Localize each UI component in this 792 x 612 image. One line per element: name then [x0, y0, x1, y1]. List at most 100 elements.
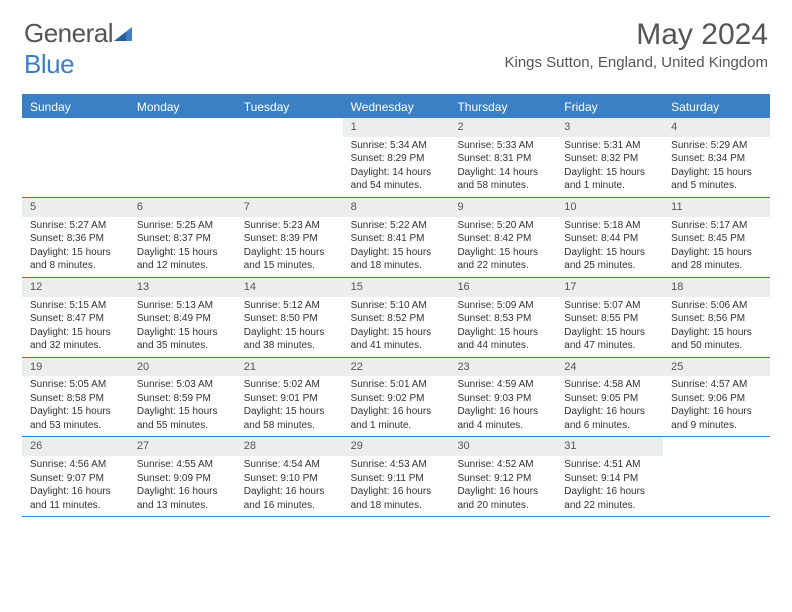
sunrise-text: Sunrise: 5:10 AM — [351, 299, 442, 313]
day-cell: 7Sunrise: 5:23 AMSunset: 8:39 PMDaylight… — [236, 198, 343, 277]
sunset-text: Sunset: 9:12 PM — [457, 472, 548, 486]
sunset-text: Sunset: 8:31 PM — [457, 152, 548, 166]
day-body — [236, 134, 343, 140]
day-body: Sunrise: 4:54 AMSunset: 9:10 PMDaylight:… — [236, 456, 343, 516]
daylight-text: Daylight: 16 hours and 1 minute. — [351, 405, 442, 432]
daylight-text: Daylight: 15 hours and 25 minutes. — [564, 246, 655, 273]
sunset-text: Sunset: 8:44 PM — [564, 232, 655, 246]
sunset-text: Sunset: 9:10 PM — [244, 472, 335, 486]
day-number — [236, 118, 343, 134]
day-cell: 18Sunrise: 5:06 AMSunset: 8:56 PMDayligh… — [663, 278, 770, 357]
sunrise-text: Sunrise: 5:18 AM — [564, 219, 655, 233]
sunrise-text: Sunrise: 5:17 AM — [671, 219, 762, 233]
day-cell: 8Sunrise: 5:22 AMSunset: 8:41 PMDaylight… — [343, 198, 450, 277]
day-body: Sunrise: 5:10 AMSunset: 8:52 PMDaylight:… — [343, 297, 450, 357]
daylight-text: Daylight: 15 hours and 8 minutes. — [30, 246, 121, 273]
day-number: 14 — [236, 278, 343, 297]
sunrise-text: Sunrise: 5:25 AM — [137, 219, 228, 233]
sunrise-text: Sunrise: 5:12 AM — [244, 299, 335, 313]
day-cell: 23Sunrise: 4:59 AMSunset: 9:03 PMDayligh… — [449, 358, 556, 437]
daylight-text: Daylight: 16 hours and 18 minutes. — [351, 485, 442, 512]
sunset-text: Sunset: 8:34 PM — [671, 152, 762, 166]
day-number: 6 — [129, 198, 236, 217]
logo-part1: General — [24, 18, 113, 48]
sunrise-text: Sunrise: 5:33 AM — [457, 139, 548, 153]
week-row: 5Sunrise: 5:27 AMSunset: 8:36 PMDaylight… — [22, 198, 770, 278]
day-cell: 15Sunrise: 5:10 AMSunset: 8:52 PMDayligh… — [343, 278, 450, 357]
day-body: Sunrise: 4:58 AMSunset: 9:05 PMDaylight:… — [556, 376, 663, 436]
day-name-mon: Monday — [129, 96, 236, 118]
daylight-text: Daylight: 16 hours and 22 minutes. — [564, 485, 655, 512]
sunset-text: Sunset: 9:11 PM — [351, 472, 442, 486]
day-cell: 24Sunrise: 4:58 AMSunset: 9:05 PMDayligh… — [556, 358, 663, 437]
daylight-text: Daylight: 16 hours and 6 minutes. — [564, 405, 655, 432]
day-number: 18 — [663, 278, 770, 297]
day-number: 24 — [556, 358, 663, 377]
logo-sail-icon — [114, 18, 136, 49]
sunset-text: Sunset: 8:49 PM — [137, 312, 228, 326]
sunset-text: Sunset: 9:14 PM — [564, 472, 655, 486]
daylight-text: Daylight: 16 hours and 11 minutes. — [30, 485, 121, 512]
location: Kings Sutton, England, United Kingdom — [504, 54, 768, 71]
sunset-text: Sunset: 9:02 PM — [351, 392, 442, 406]
day-cell: 4Sunrise: 5:29 AMSunset: 8:34 PMDaylight… — [663, 118, 770, 197]
sunrise-text: Sunrise: 5:05 AM — [30, 378, 121, 392]
day-cell: 11Sunrise: 5:17 AMSunset: 8:45 PMDayligh… — [663, 198, 770, 277]
day-body — [129, 134, 236, 140]
day-number: 26 — [22, 437, 129, 456]
daylight-text: Daylight: 16 hours and 16 minutes. — [244, 485, 335, 512]
sunrise-text: Sunrise: 5:13 AM — [137, 299, 228, 313]
sunrise-text: Sunrise: 5:06 AM — [671, 299, 762, 313]
sunset-text: Sunset: 8:50 PM — [244, 312, 335, 326]
day-number: 23 — [449, 358, 556, 377]
sunrise-text: Sunrise: 4:54 AM — [244, 458, 335, 472]
day-number: 12 — [22, 278, 129, 297]
sunrise-text: Sunrise: 5:15 AM — [30, 299, 121, 313]
day-name-sat: Saturday — [663, 96, 770, 118]
week-header: Sunday Monday Tuesday Wednesday Thursday… — [22, 96, 770, 118]
day-body: Sunrise: 5:01 AMSunset: 9:02 PMDaylight:… — [343, 376, 450, 436]
day-cell: 28Sunrise: 4:54 AMSunset: 9:10 PMDayligh… — [236, 437, 343, 516]
day-number: 11 — [663, 198, 770, 217]
daylight-text: Daylight: 16 hours and 4 minutes. — [457, 405, 548, 432]
week-row: 1Sunrise: 5:34 AMSunset: 8:29 PMDaylight… — [22, 118, 770, 198]
sunrise-text: Sunrise: 5:09 AM — [457, 299, 548, 313]
day-body: Sunrise: 5:06 AMSunset: 8:56 PMDaylight:… — [663, 297, 770, 357]
day-name-thu: Thursday — [449, 96, 556, 118]
day-number: 31 — [556, 437, 663, 456]
daylight-text: Daylight: 15 hours and 55 minutes. — [137, 405, 228, 432]
day-cell — [22, 118, 129, 197]
daylight-text: Daylight: 15 hours and 38 minutes. — [244, 326, 335, 353]
day-body: Sunrise: 5:07 AMSunset: 8:55 PMDaylight:… — [556, 297, 663, 357]
day-name-fri: Friday — [556, 96, 663, 118]
sunset-text: Sunset: 9:09 PM — [137, 472, 228, 486]
day-body: Sunrise: 5:05 AMSunset: 8:58 PMDaylight:… — [22, 376, 129, 436]
day-body — [663, 453, 770, 459]
sunset-text: Sunset: 8:32 PM — [564, 152, 655, 166]
weeks-container: 1Sunrise: 5:34 AMSunset: 8:29 PMDaylight… — [22, 118, 770, 517]
day-body: Sunrise: 5:13 AMSunset: 8:49 PMDaylight:… — [129, 297, 236, 357]
sunrise-text: Sunrise: 4:56 AM — [30, 458, 121, 472]
week-row: 26Sunrise: 4:56 AMSunset: 9:07 PMDayligh… — [22, 437, 770, 517]
day-cell: 17Sunrise: 5:07 AMSunset: 8:55 PMDayligh… — [556, 278, 663, 357]
day-number: 1 — [343, 118, 450, 137]
day-cell: 6Sunrise: 5:25 AMSunset: 8:37 PMDaylight… — [129, 198, 236, 277]
sunset-text: Sunset: 8:52 PM — [351, 312, 442, 326]
daylight-text: Daylight: 15 hours and 32 minutes. — [30, 326, 121, 353]
day-body: Sunrise: 5:15 AMSunset: 8:47 PMDaylight:… — [22, 297, 129, 357]
day-number: 10 — [556, 198, 663, 217]
daylight-text: Daylight: 15 hours and 12 minutes. — [137, 246, 228, 273]
week-row: 19Sunrise: 5:05 AMSunset: 8:58 PMDayligh… — [22, 358, 770, 438]
day-body: Sunrise: 5:20 AMSunset: 8:42 PMDaylight:… — [449, 217, 556, 277]
sunset-text: Sunset: 9:05 PM — [564, 392, 655, 406]
daylight-text: Daylight: 15 hours and 15 minutes. — [244, 246, 335, 273]
day-cell: 20Sunrise: 5:03 AMSunset: 8:59 PMDayligh… — [129, 358, 236, 437]
day-cell: 16Sunrise: 5:09 AMSunset: 8:53 PMDayligh… — [449, 278, 556, 357]
day-cell: 25Sunrise: 4:57 AMSunset: 9:06 PMDayligh… — [663, 358, 770, 437]
day-cell: 12Sunrise: 5:15 AMSunset: 8:47 PMDayligh… — [22, 278, 129, 357]
sunrise-text: Sunrise: 4:53 AM — [351, 458, 442, 472]
day-number: 4 — [663, 118, 770, 137]
day-body: Sunrise: 5:29 AMSunset: 8:34 PMDaylight:… — [663, 137, 770, 197]
day-cell — [236, 118, 343, 197]
sunset-text: Sunset: 9:07 PM — [30, 472, 121, 486]
